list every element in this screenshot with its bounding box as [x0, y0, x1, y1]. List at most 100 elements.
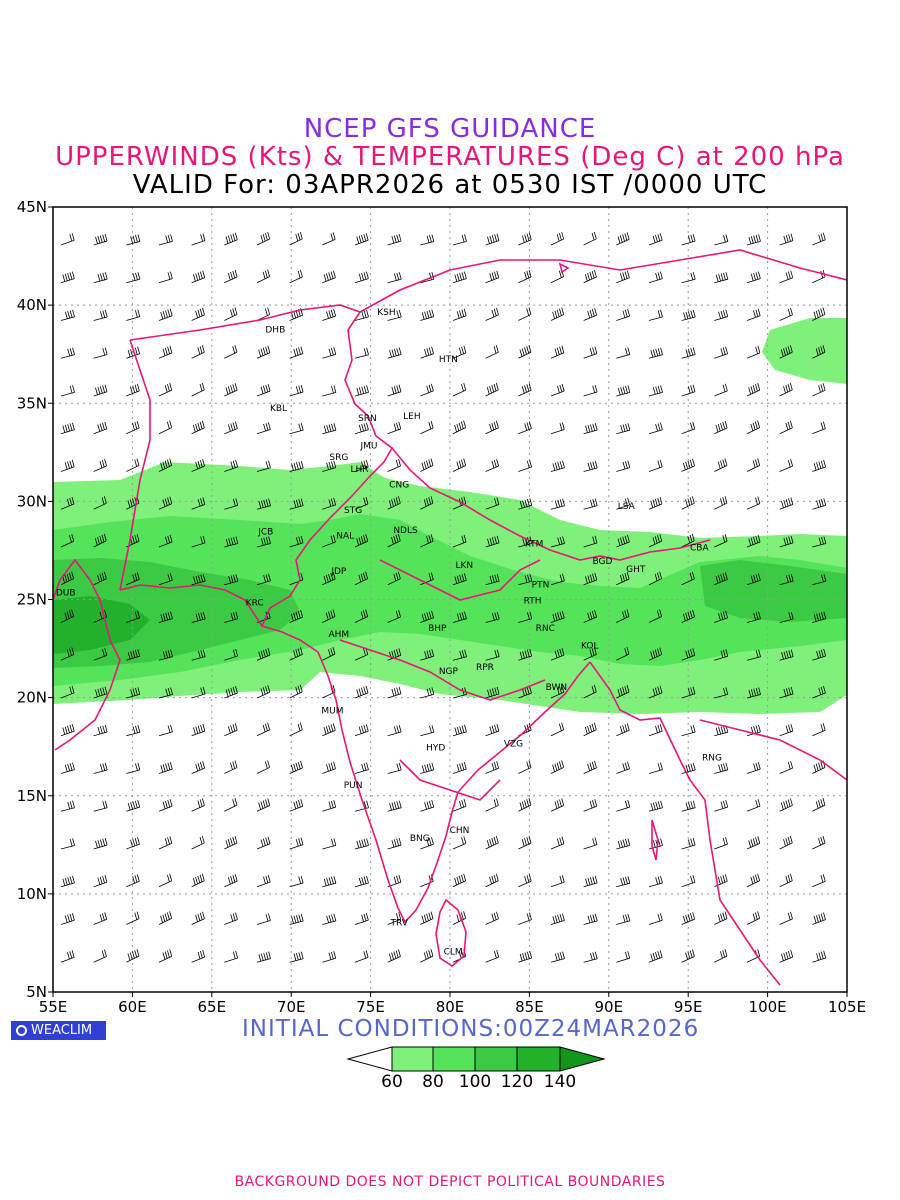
- wind-barb: [420, 837, 434, 850]
- x-tick-label: 90E: [595, 998, 624, 1016]
- india-north-boundary: [391, 447, 711, 561]
- wind-barb: [224, 950, 239, 963]
- wind-barb: [518, 835, 532, 850]
- wind-barb: [812, 232, 826, 246]
- x-tick-label: 85E: [515, 998, 544, 1016]
- station-label-bng: BNG: [410, 834, 430, 844]
- wind-barb: [714, 346, 728, 359]
- wind-barb: [648, 271, 663, 284]
- wind-barb: [93, 837, 108, 850]
- wind-barb: [648, 571, 663, 586]
- x-tick-label: 105E: [828, 998, 866, 1016]
- wind-barb: [518, 912, 532, 925]
- wind-barb: [158, 873, 173, 888]
- wind-barb: [583, 760, 597, 774]
- wind-barb: [518, 383, 532, 397]
- india-coastline: [317, 651, 591, 924]
- wind-barb: [681, 571, 695, 586]
- axis-ticks: 55E 60E 65E 70E 75E 80E 85E 90E 95E 100E 105E 5N 10N…: [17, 198, 866, 1016]
- wind-barb: [289, 269, 303, 284]
- wind-barb: [158, 534, 173, 548]
- wind-barb: [93, 421, 108, 435]
- wind-barb: [681, 421, 696, 435]
- wind-barb: [60, 724, 75, 737]
- wind-barb: [224, 798, 238, 812]
- station-label-ktm: KTM: [525, 540, 543, 550]
- wind-barb: [812, 835, 826, 850]
- wind-barb: [322, 800, 337, 812]
- wind-barb: [485, 345, 499, 359]
- wind-barb: [583, 231, 597, 246]
- wind-barb: [812, 950, 827, 963]
- wind-barb: [812, 498, 827, 510]
- wind-barb: [420, 687, 435, 699]
- wind-barb: [322, 609, 336, 623]
- wind-barb: [518, 798, 532, 812]
- wind-barb: [60, 913, 75, 925]
- wind-barb: [256, 498, 271, 510]
- wind-barb: [714, 649, 729, 661]
- wind-barb: [158, 271, 173, 284]
- wind-barb: [648, 950, 663, 963]
- wind-barb: [289, 346, 304, 359]
- wind-barb: [93, 384, 108, 397]
- wind-barb: [812, 611, 827, 623]
- wind-barb: [158, 420, 172, 435]
- wind-barb: [191, 497, 206, 510]
- y-tick-label: 45N: [17, 198, 47, 216]
- wind-barb: [714, 799, 729, 812]
- wind-barb: [420, 383, 434, 397]
- wind-barb: [616, 876, 631, 888]
- wind-barb: [452, 271, 467, 284]
- wind-barb: [550, 760, 565, 774]
- wind-barb: [126, 572, 140, 586]
- wind-barb: [779, 950, 794, 963]
- wind-barb: [387, 384, 402, 397]
- wind-barb: [812, 912, 826, 925]
- wind-barb: [779, 307, 793, 321]
- wind-barb: [322, 951, 337, 963]
- wind-barb: [420, 234, 435, 246]
- wind-barb: [256, 836, 271, 850]
- indochina-boundary: [699, 719, 847, 781]
- wind-speed-shading: [53, 318, 847, 714]
- wind-barb: [812, 421, 826, 435]
- x-tick-label: 100E: [749, 998, 787, 1016]
- wind-barb: [518, 574, 533, 586]
- wind-barb: [354, 271, 369, 284]
- wind-barb: [289, 609, 303, 623]
- wind-barb: [550, 798, 565, 812]
- wind-barb: [420, 949, 434, 963]
- wind-barb: [714, 420, 728, 435]
- wind-barb: [779, 535, 794, 548]
- wind-barb: [126, 649, 141, 661]
- wind-barb: [648, 459, 663, 472]
- wind-barb: [681, 648, 696, 661]
- station-label-bhp: BHP: [428, 624, 447, 634]
- wind-barb: [126, 458, 140, 472]
- wind-barb: [550, 498, 565, 510]
- wind-barb: [93, 875, 108, 888]
- wind-barb: [158, 345, 173, 359]
- x-tick-label: 70E: [277, 998, 306, 1016]
- colorbar-label-140: 140: [543, 1072, 577, 1092]
- wind-barb: [648, 875, 663, 888]
- wind-barb: [256, 951, 271, 963]
- wind-barb: [420, 762, 435, 774]
- wind-barb: [60, 762, 75, 774]
- wind-barb: [485, 686, 500, 699]
- wind-barb: [256, 760, 271, 774]
- wind-barb: [518, 611, 533, 623]
- wind-barb: [256, 875, 271, 888]
- wind-barb: [779, 345, 793, 359]
- station-label-srn: SRN: [358, 414, 377, 424]
- wind-barb: [485, 835, 499, 850]
- footer-disclaimer: BACKGROUND DOES NOT DEPICT POLITICAL BOU…: [234, 1174, 666, 1190]
- wind-barb: [354, 838, 369, 850]
- wind-barb: [93, 912, 108, 925]
- wind-barb: [518, 232, 532, 246]
- wind-barb: [387, 724, 402, 737]
- wind-barb: [354, 800, 369, 812]
- state-lines-3: [399, 759, 501, 801]
